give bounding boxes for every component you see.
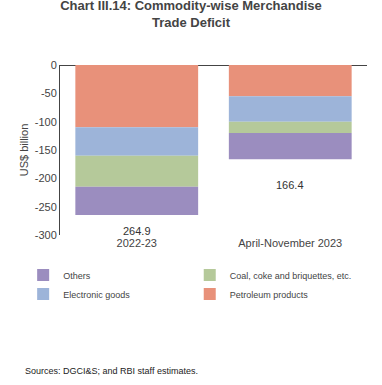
svg-text:-300: -300 (35, 229, 57, 241)
svg-text:US$ billion: US$ billion (18, 124, 30, 177)
svg-text:Electronic goods: Electronic goods (63, 290, 130, 300)
svg-text:0: 0 (51, 59, 57, 71)
svg-text:Others: Others (63, 271, 91, 281)
svg-text:April-November 2023: April-November 2023 (238, 237, 342, 249)
svg-text:Coal, coke and briquettes, etc: Coal, coke and briquettes, etc. (230, 271, 352, 281)
svg-text:-250: -250 (35, 201, 57, 213)
svg-text:2022-23: 2022-23 (117, 237, 157, 249)
svg-text:Sources: DGCI&S; and RBI staff: Sources: DGCI&S; and RBI staff estimates… (25, 366, 198, 376)
svg-text:-150: -150 (35, 144, 57, 156)
svg-text:-50: -50 (41, 87, 57, 99)
svg-text:264.9: 264.9 (123, 225, 151, 237)
svg-text:-100: -100 (35, 116, 57, 128)
svg-text:Chart III.14: Commodity-wise M: Chart III.14: Commodity-wise Merchandise… (60, 0, 322, 30)
svg-text:166.4: 166.4 (276, 179, 304, 191)
svg-text:-200: -200 (35, 172, 57, 184)
svg-text:Petroleum products: Petroleum products (230, 290, 309, 300)
